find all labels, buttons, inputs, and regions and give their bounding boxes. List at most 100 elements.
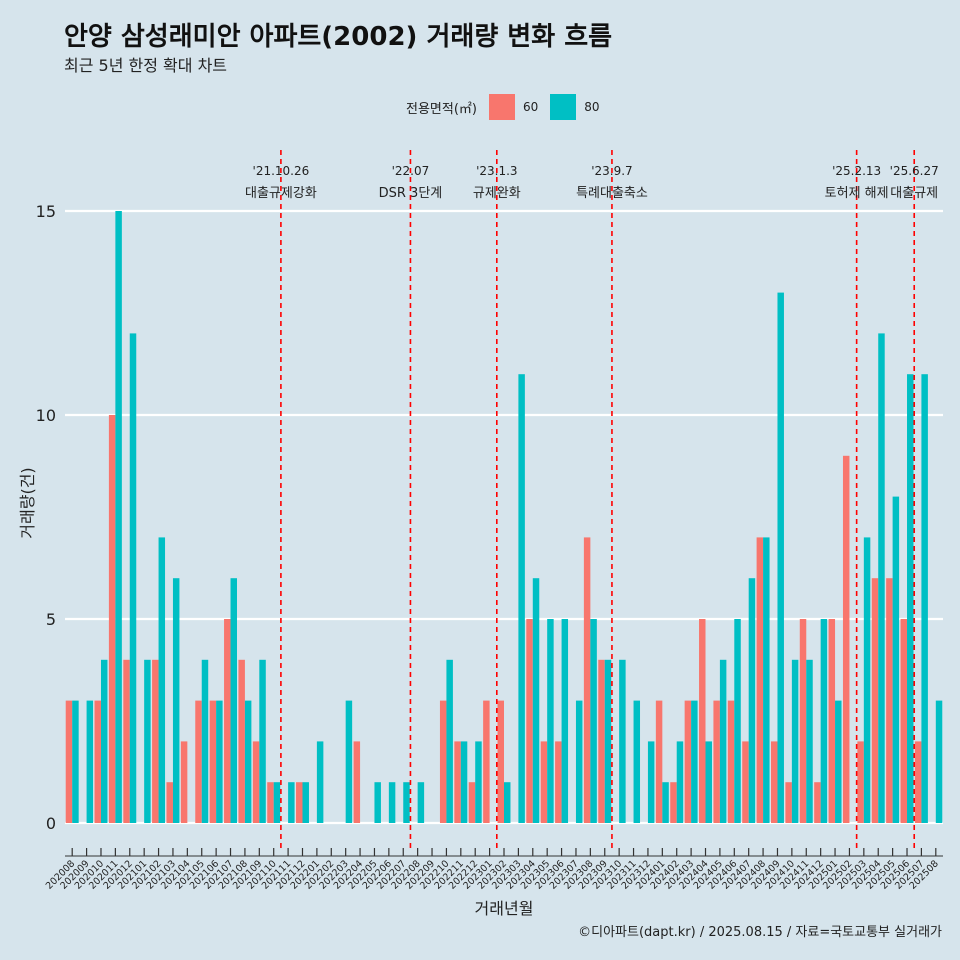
legend-label-80: 80: [584, 100, 600, 114]
bar-80-202211: [460, 741, 468, 823]
event-date-3: '23.9.7: [591, 164, 632, 178]
bar-80-202310: [619, 659, 626, 823]
legend-title: 전용면적(㎡): [406, 101, 477, 117]
bar-60-202408: [756, 537, 764, 823]
bar-80-202404: [705, 741, 712, 823]
bar-80-202401: [662, 782, 669, 823]
bar-80-202109: [259, 659, 266, 823]
bar-80-202009: [86, 700, 94, 823]
bar-60-202309: [598, 659, 605, 823]
bar-80-202507: [921, 374, 928, 823]
bar-80-202008: [72, 700, 79, 823]
bar-60-202507: [914, 741, 922, 823]
bar-80-202304: [532, 578, 540, 823]
bar-60-202403: [684, 700, 692, 823]
y-tick-label-15: 15: [36, 202, 56, 221]
legend-swatch-60: [488, 94, 515, 120]
bar-80-202504: [878, 333, 885, 823]
bar-80-202210: [446, 659, 453, 823]
bar-80-202107: [230, 578, 238, 823]
bar-80-202212: [475, 741, 482, 823]
bar-80-202406: [734, 619, 741, 823]
legend-swatch-80: [550, 94, 577, 120]
bar-80-202302: [504, 782, 511, 823]
bar-80-202306: [561, 619, 569, 823]
bar-80-202403: [691, 700, 698, 823]
legend: 전용면적(㎡) 60 80: [406, 92, 604, 122]
bar-80-202011: [115, 211, 122, 823]
bar-80-202410: [791, 659, 799, 823]
bar-60-202204: [353, 741, 361, 823]
y-tick-label-5: 5: [46, 610, 56, 629]
bar-80-202207: [403, 782, 410, 823]
bar-60-202103: [166, 782, 173, 823]
bar-80-202205: [374, 782, 381, 823]
bar-80-202305: [547, 619, 554, 823]
bar-80-202102: [158, 537, 166, 823]
x-axis-title: 거래년월: [475, 899, 534, 918]
bar-80-202505: [892, 496, 900, 823]
bar-80-202103: [172, 578, 180, 823]
event-label-5: 대출규제: [890, 186, 938, 201]
y-axis-title: 거래량(건): [18, 467, 37, 538]
bar-60-202502: [842, 455, 850, 823]
bar-60-202010: [94, 700, 101, 823]
event-date-0: '21.10.26: [253, 164, 310, 178]
bar-60-202402: [670, 782, 677, 823]
bar-60-202105: [195, 700, 202, 823]
bar-80-202201: [316, 741, 324, 823]
bar-60-202406: [727, 700, 735, 823]
bar-80-202506: [907, 374, 914, 823]
bar-60-202504: [871, 578, 879, 823]
bar-60-202107: [224, 619, 231, 823]
bar-60-202108: [238, 659, 245, 823]
event-label-0: 대출규제강화: [245, 186, 317, 201]
bar-60-202410: [785, 782, 792, 823]
bar-80-202203: [345, 700, 353, 823]
bar-80-202402: [676, 741, 684, 823]
bar-80-202105: [201, 659, 209, 823]
bar-60-202211: [454, 741, 461, 823]
bar-80-202303: [518, 374, 525, 823]
bar-60-202008: [65, 700, 73, 823]
bar-80-202111: [288, 782, 295, 823]
bar-80-202501: [835, 700, 842, 823]
bar-80-202311: [633, 700, 641, 823]
bar-80-202307: [575, 700, 583, 823]
bar-60-202412: [814, 782, 821, 823]
event-label-2: 규제완화: [473, 186, 521, 201]
event-date-4: '25.2.13: [832, 164, 881, 178]
bar-80-202112: [302, 782, 309, 823]
bar-80-202309: [604, 659, 612, 823]
event-date-5: '25.6.27: [890, 164, 939, 178]
bar-80-202308: [590, 619, 597, 823]
bar-80-202412: [820, 619, 828, 823]
bar-60-202301: [483, 700, 490, 823]
bar-60-202212: [468, 782, 476, 823]
bar-60-202112: [296, 782, 303, 823]
bar-60-202302: [497, 700, 504, 823]
event-date-2: '23.1.3: [476, 164, 517, 178]
bar-60-202411: [799, 619, 807, 823]
bar-60-202102: [152, 659, 159, 823]
bar-60-202210: [439, 700, 447, 823]
bar-60-202404: [699, 619, 706, 823]
bar-60-202106: [209, 700, 217, 823]
event-date-1: '22.07: [392, 164, 430, 178]
legend-label-60: 60: [522, 100, 539, 114]
bar-80-202407: [748, 578, 756, 823]
chart-subtitle: 최근 5년 한정 확대 차트: [64, 56, 228, 75]
bar-60-202109: [252, 741, 260, 823]
bar-60-202405: [713, 700, 720, 823]
bar-80-202408: [763, 537, 770, 823]
bar-80-202312: [647, 741, 655, 823]
bar-60-202409: [770, 741, 778, 823]
event-label-1: DSR 3단계: [379, 186, 443, 201]
bar-60-202407: [742, 741, 749, 823]
bar-80-202409: [777, 292, 784, 824]
bar-80-202108: [244, 700, 252, 823]
bar-60-202304: [526, 619, 533, 823]
bar-60-202505: [886, 578, 893, 823]
bar-80-202010: [100, 659, 108, 823]
